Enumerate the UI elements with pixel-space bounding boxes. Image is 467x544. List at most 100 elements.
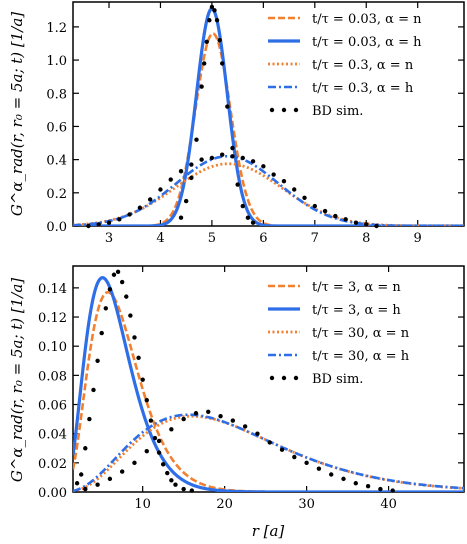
top-bd-sim-point	[86, 223, 91, 229]
bottom-bd-sim-point	[160, 462, 166, 467]
top-legend-label: BD sim.	[312, 104, 363, 119]
top-bd-sim-point	[199, 84, 204, 89]
bottom-legend-label: t/τ = 3, α = h	[312, 303, 401, 318]
bottom-y-tick-label: 0.06	[38, 399, 67, 414]
bottom-bd-sim-point	[316, 466, 322, 471]
top-y-axis-label: G^α_rad(r, r₀ = 5a; t) [1/a]	[8, 12, 26, 216]
top-legend-marker	[269, 107, 275, 113]
bottom-legend: t/τ = 3, α = n t/τ = 3, α = h t/τ = 30, α …	[268, 280, 410, 387]
top-legend-marker	[293, 107, 299, 113]
bottom-bd-sim-point	[378, 486, 383, 492]
bottom-bd-sim-point	[148, 418, 154, 423]
top-bd-sim-point	[230, 154, 235, 159]
bottom-bd-sim-point	[156, 438, 162, 444]
top-series-line-3	[73, 155, 464, 226]
bottom-bd-sim-point	[140, 377, 145, 382]
bottom-bd-sim-point	[124, 294, 129, 299]
top-x-tick-label: 5	[208, 231, 216, 246]
bottom-y-tick-label: 0.14	[38, 282, 67, 297]
top-bd-sim-point	[178, 169, 184, 174]
bottom-bd-sim-point	[353, 481, 358, 486]
bottom-bd-sim-point	[87, 416, 92, 422]
top-bd-sim-point	[127, 212, 132, 217]
top-bd-sim-point	[199, 157, 204, 162]
top-bd-sim-point	[209, 4, 215, 10]
bottom-bd-sim-point	[390, 488, 395, 493]
top-legend-label: t/τ = 0.03, α = n	[312, 12, 422, 27]
top-series-line-2	[73, 162, 464, 226]
top-panel: 3 4 5 6 7 8 9 0.0 0.2 0.4 0.6 0.8 1.0 1.2 t/τ = 0.03,…	[46, 1, 465, 246]
top-bd-sim-point	[178, 215, 184, 220]
bottom-y-tick-label: 0.08	[38, 369, 67, 384]
bottom-bd-sim-point	[99, 330, 104, 336]
bottom-series-line-2	[73, 414, 464, 492]
top-y-tick-label: 0.8	[46, 87, 67, 102]
bottom-y-tick-label: 0.00	[38, 486, 67, 501]
top-x-tick-label: 7	[311, 231, 319, 246]
top-bd-sim-point	[250, 159, 256, 164]
top-bd-sim-point	[204, 39, 209, 45]
top-x-tick-label: 4	[156, 231, 164, 246]
bottom-y-tick-label: 0.02	[38, 457, 67, 472]
bottom-bd-sim-point	[91, 387, 96, 393]
bottom-bd-sim-point	[119, 469, 125, 474]
bottom-bd-sim-point	[206, 409, 211, 415]
bottom-plot-frame	[72, 265, 465, 493]
top-bd-sim-point	[168, 177, 173, 182]
top-bd-sim-point	[147, 197, 153, 202]
top-bd-sim-point	[271, 172, 276, 177]
bottom-bd-sim-point	[152, 435, 158, 441]
bottom-legend-marker	[293, 375, 299, 381]
bottom-legend-marker	[281, 375, 287, 381]
top-bd-sim-point	[201, 61, 207, 66]
bottom-x-tick-label: 30	[298, 497, 315, 512]
bottom-bd-sim-point	[279, 447, 285, 452]
top-y-tick-label: 0.0	[46, 220, 67, 235]
x-axis-label: r [a]	[252, 522, 285, 540]
top-bd-sim-point	[322, 208, 328, 214]
bottom-bd-sim-point	[173, 482, 178, 487]
bottom-y-axis-label: G^α_rad(r, r₀ = 5a; t) [1/a]	[8, 278, 26, 482]
bottom-legend-marker	[269, 375, 275, 381]
top-bd-sim-point	[235, 182, 240, 187]
bottom-series-line-1	[73, 276, 464, 492]
bottom-bd-sim-point	[341, 476, 346, 482]
bottom-bd-sim-point	[242, 424, 248, 429]
bottom-panel: 10 20 30 40 0.00 0.02 0.04 0.06 0.08 0.10 0.12 0.14…	[38, 265, 465, 512]
bottom-y-tick-label: 0.04	[38, 428, 67, 443]
bottom-bd-sim-point	[292, 454, 297, 460]
top-bd-sim-point	[217, 37, 222, 43]
top-legend-label: t/τ = 0.3, α = h	[312, 81, 414, 96]
bottom-bd-sim-point	[74, 481, 80, 486]
bottom-bd-sim-point	[132, 335, 137, 340]
top-bd-sim-point	[183, 198, 189, 204]
top-bd-sim-point	[302, 195, 307, 200]
bottom-series-line-3	[73, 413, 464, 492]
bottom-y-tick-label: 0.12	[38, 311, 67, 326]
top-bd-sim-point	[96, 222, 101, 227]
top-bd-sim-point	[364, 222, 369, 227]
top-y-tick-label: 1.2	[46, 21, 67, 36]
top-bd-sim-point	[207, 18, 212, 23]
bottom-bd-sim-point	[230, 418, 236, 423]
bottom-bd-sim-point	[119, 279, 125, 285]
bottom-bd-sim-point	[181, 416, 186, 422]
bottom-x-tick-label: 10	[134, 497, 151, 512]
top-series-lines	[73, 6, 464, 226]
bottom-legend-label: t/τ = 30, α = n	[312, 326, 410, 341]
top-bd-sim-point	[261, 164, 266, 169]
bottom-bd-sim-point	[79, 472, 84, 477]
top-bd-sim-point	[220, 61, 225, 66]
bottom-bd-sim-point	[189, 488, 195, 493]
top-bd-sim-point	[250, 220, 256, 225]
bottom-bd-sim-point	[128, 313, 133, 318]
top-bd-sim-point	[230, 145, 235, 151]
top-bd-sim-point	[212, 8, 217, 13]
bottom-bd-sim-point	[103, 306, 108, 311]
top-bd-sim-point	[220, 152, 225, 157]
top-bd-sim-point	[214, 18, 220, 23]
top-legend-label: t/τ = 0.03, α = h	[312, 35, 422, 50]
top-y-tick-label: 0.6	[46, 120, 67, 135]
bottom-bd-sim-point	[365, 483, 371, 489]
bottom-bd-sim-point	[136, 355, 141, 361]
